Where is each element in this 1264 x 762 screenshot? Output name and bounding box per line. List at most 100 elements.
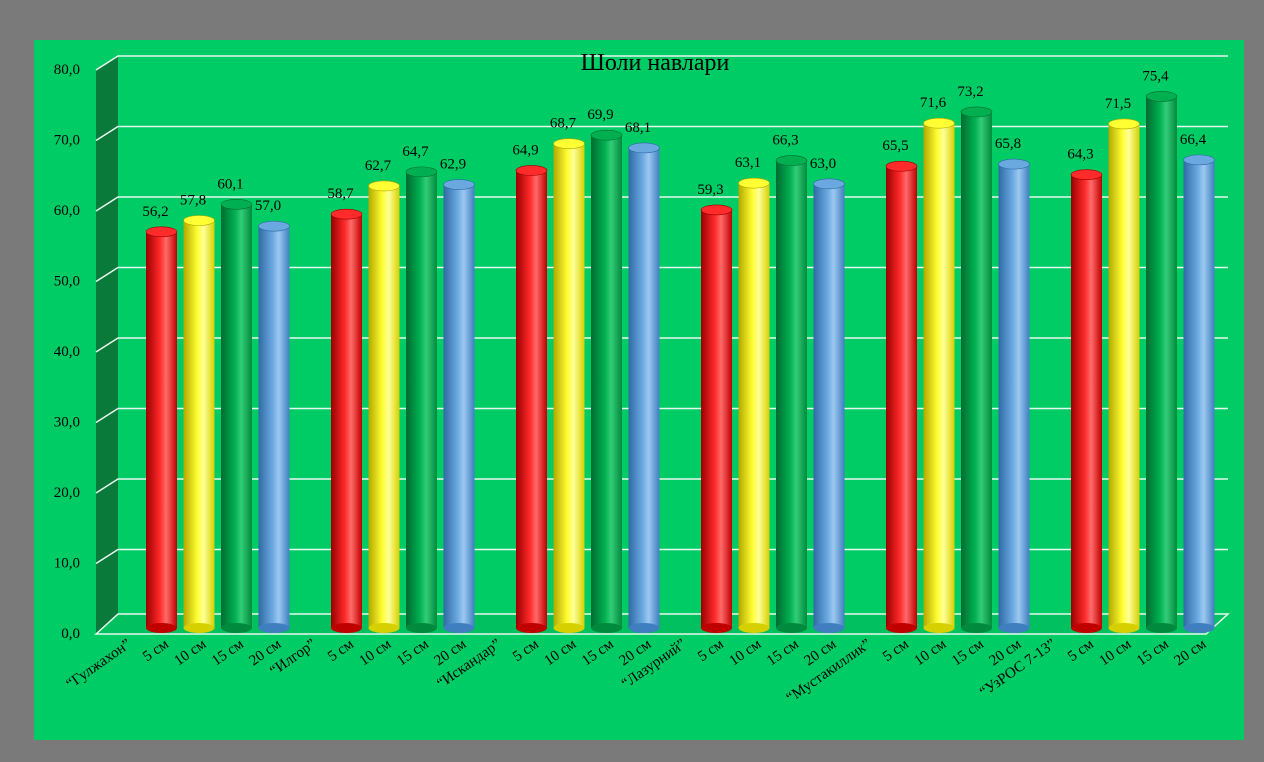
bar-body [738,183,770,628]
y-tick-label: 0,0 [61,626,80,642]
bar-base [961,623,992,633]
bar-body [591,135,622,628]
data-label: 57,0 [255,198,281,214]
data-label: 57,8 [180,193,206,209]
bar-base [628,623,660,633]
bar-green [960,106,993,633]
data-label: 73,2 [957,84,983,100]
bar-body [368,185,400,628]
bar-blue [1183,154,1215,633]
bar-blue [813,178,845,633]
bar-cap [628,142,660,154]
bar-body [183,220,215,628]
y-axis-ticks: 0,0 10,0 20,0 30,0 40,0 50,0 60,0 70,0 80,0 [54,62,80,642]
bar-body [628,147,660,628]
bar-body [406,171,437,629]
bar-red [145,226,178,633]
bar-base [998,623,1030,633]
bar-green [1145,91,1178,633]
bar-base [221,623,252,633]
bar-body [1146,96,1177,629]
bar-red [885,160,918,633]
data-label: 62,9 [440,157,466,173]
bar-base [368,623,400,633]
bar-yellow [1108,118,1140,633]
bar-cap [515,165,548,176]
bar-base [146,623,177,633]
bar-base [406,623,437,633]
bar-blue [443,179,475,633]
bar-body [553,143,585,629]
y-tick-label: 40,0 [54,344,80,360]
y-tick-label: 20,0 [54,485,80,501]
bar-base [813,623,845,633]
data-label: 63,0 [810,156,836,172]
data-label: 68,7 [550,116,577,132]
bar-cap [145,226,178,238]
y-tick-label: 50,0 [54,274,80,290]
bar-base [701,623,732,633]
gridline [95,548,1228,565]
data-label: 64,9 [512,142,538,158]
y-tick-label: 30,0 [54,415,80,431]
bar-base [1146,623,1177,633]
bar-red [515,165,548,633]
bar-cap [183,215,215,226]
bar-green [775,155,808,633]
bar-cap [1145,91,1178,102]
bar-red [700,204,733,633]
bar-body [701,209,732,628]
bar-body [961,111,992,628]
data-label: 68,1 [625,120,651,136]
data-label: 69,9 [587,107,613,123]
bar-cap [923,117,955,129]
bar-yellow [738,177,770,633]
gridline [95,478,1228,494]
bar-base [738,623,770,633]
bar-cap [1183,154,1215,166]
data-label: 58,7 [327,186,354,202]
data-label: 65,5 [882,138,908,154]
data-label: 60,1 [217,176,243,192]
gridline [95,337,1228,353]
bar-green [220,198,253,633]
bar-base [331,623,362,633]
y-tick-label: 80,0 [54,62,80,78]
bar-cap [590,129,623,141]
bar-cap [443,179,475,190]
bar-cap [885,160,918,172]
y-tick-label: 70,0 [54,133,80,149]
data-label: 63,1 [735,155,761,171]
bar-body [886,166,917,628]
bar-yellow [553,138,585,633]
bar-body [1183,159,1215,628]
bar-base [923,623,955,633]
data-label: 66,3 [772,133,798,149]
bar-green [590,129,623,633]
bar-base [443,623,475,633]
bar-base [516,623,547,633]
bar-green [405,166,438,633]
bar-body [813,183,845,628]
data-label: 64,7 [402,144,429,160]
chart-title: Шоли навлари [581,50,730,76]
data-label: 71,6 [920,95,947,111]
bar-blue [998,158,1030,633]
data-label: 65,8 [995,136,1021,152]
data-label: 75,4 [1142,68,1169,84]
bar-body [221,204,252,629]
data-label: 64,3 [1067,147,1093,163]
bar-base [553,623,585,633]
data-label: 66,4 [1180,132,1207,148]
bar-body [331,214,362,629]
bar-base [258,623,290,633]
bar-base [776,623,807,633]
bar-base [1183,623,1215,633]
bar-blue [258,220,290,633]
bar-body [998,164,1030,629]
bar-cap [405,166,438,178]
bar-yellow [183,215,215,633]
bar-cap [775,155,808,166]
gridline [95,266,1228,283]
